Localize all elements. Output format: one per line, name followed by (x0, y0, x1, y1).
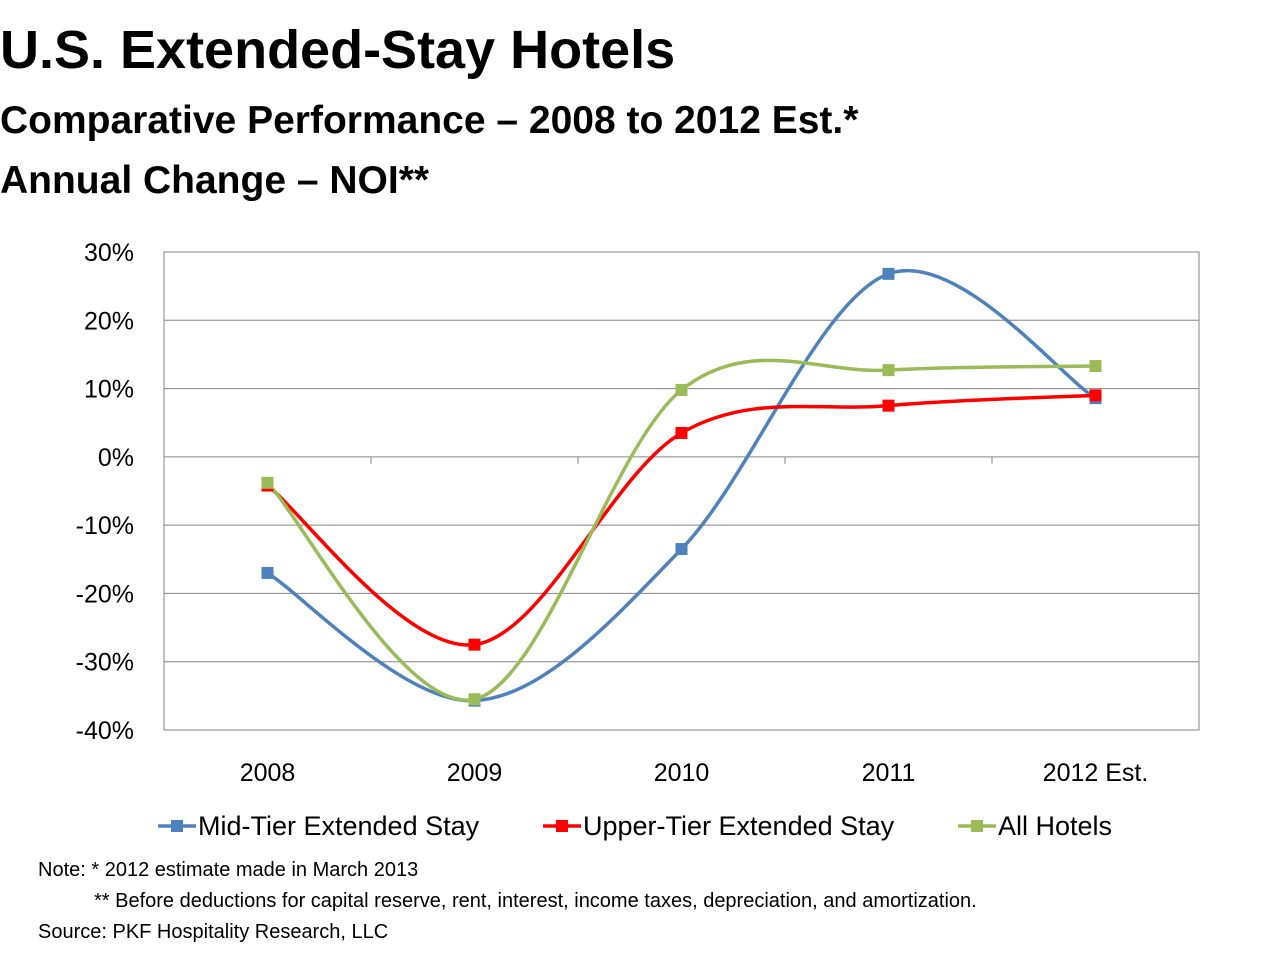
data-point (1089, 389, 1102, 402)
series-line-0 (265, 269, 1098, 703)
chart-subtitle-2: Annual Change – NOI** (0, 159, 430, 202)
y-tick-label: -30% (76, 649, 134, 677)
x-tick-label: 2012 Est. (1043, 759, 1149, 787)
x-axis-tick-labels: 2008 2009 2010 2011 2012 Est. (240, 759, 1149, 787)
legend-label: Upper-Tier Extended Stay (583, 811, 895, 841)
y-axis-tick-labels: 30% 20% 10% 0% -10% -20% -30% -40% (76, 239, 134, 745)
plot-area-border (163, 251, 1200, 731)
y-tick-label: -20% (76, 580, 134, 608)
y-tick-label: -10% (76, 512, 134, 540)
y-tick-label: 30% (84, 239, 134, 267)
series-line-1 (265, 393, 1098, 647)
data-point (261, 476, 274, 489)
chart-subtitle-1: Comparative Performance – 2008 to 2012 E… (0, 99, 859, 142)
data-point (261, 566, 274, 579)
data-point (675, 383, 688, 396)
x-tick-label: 2009 (447, 759, 503, 787)
legend-label: All Hotels (998, 811, 1112, 841)
series-markers (261, 267, 1102, 707)
data-point (675, 543, 688, 556)
note-noi-definition: ** Before deductions for capital reserve… (94, 890, 977, 912)
legend-label: Mid-Tier Extended Stay (198, 811, 480, 841)
axes (163, 251, 1200, 731)
y-tick-label: 0% (98, 444, 134, 472)
footnotes: Note: * 2012 estimate made in March 2013… (38, 855, 977, 948)
source-note: Source: PKF Hospitality Research, LLC (38, 921, 389, 943)
x-tick-label: 2010 (654, 759, 710, 787)
series-lines (265, 269, 1098, 703)
y-tick-label: 10% (84, 376, 134, 404)
y-tick-label: -40% (76, 717, 134, 745)
series-line-2 (265, 358, 1098, 702)
data-point (675, 426, 688, 439)
note-estimate: Note: * 2012 estimate made in March 2013 (38, 859, 419, 881)
data-point (882, 267, 895, 280)
data-point (882, 364, 895, 377)
data-point (468, 693, 481, 706)
line-chart: 30% 20% 10% 0% -10% -20% -30% -40% 2008 2009 2010… (76, 239, 1200, 841)
y-tick-label: 20% (84, 307, 134, 335)
data-point (468, 638, 481, 651)
x-tick-label: 2011 (862, 759, 916, 787)
legend-swatch-marker (171, 820, 183, 832)
x-tick-label: 2008 (240, 759, 296, 787)
data-point (882, 399, 895, 412)
chart-title: U.S. Extended-Stay Hotels (0, 20, 676, 80)
legend-swatch-marker (971, 820, 983, 832)
legend-swatch-marker (556, 820, 568, 832)
gridlines (164, 319, 1199, 663)
data-point (1089, 360, 1102, 373)
legend: Mid-Tier Extended Stay Upper-Tier Extende… (158, 811, 1112, 841)
